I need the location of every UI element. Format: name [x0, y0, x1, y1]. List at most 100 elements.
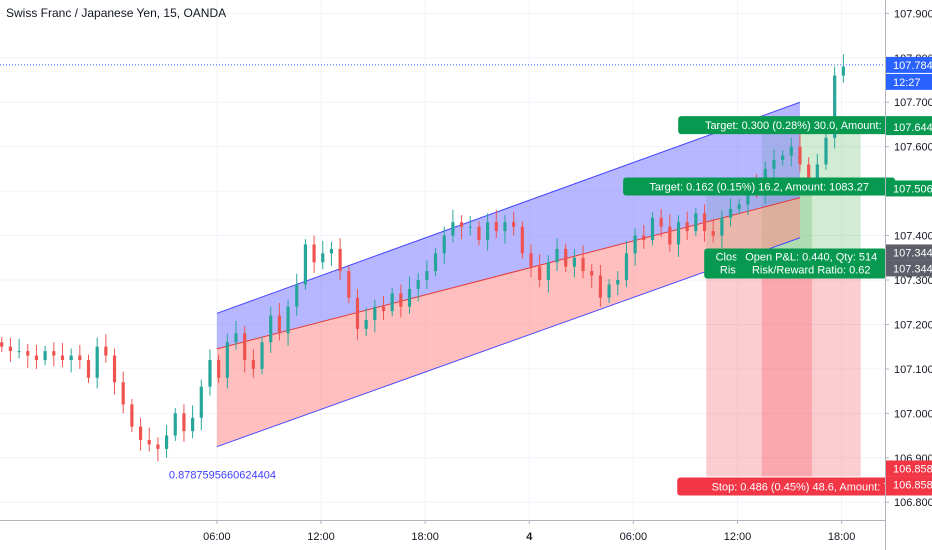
stop-price-badge[interactable]: 106.858 — [886, 460, 932, 477]
x-tick-label: 12:00 — [307, 531, 335, 543]
candle-body — [338, 248, 342, 272]
candle-body — [112, 355, 117, 383]
stop-zone[interactable] — [761, 260, 861, 477]
stop-label-text: Stop: 0.486 (0.45%) 48.6, Amount: 750.2 — [712, 481, 911, 493]
candle-body — [191, 417, 195, 432]
x-tick-label: 06:00 — [203, 531, 231, 543]
target-price-badge[interactable]: 107.644 — [886, 119, 932, 136]
candle-body — [217, 360, 221, 378]
channel-upper-line[interactable] — [216, 101, 801, 314]
candle-body — [295, 284, 299, 307]
candle-body — [833, 75, 837, 138]
candle-body — [529, 253, 533, 267]
candle-body — [260, 342, 264, 369]
candle-body — [572, 257, 576, 267]
candle-body — [624, 253, 629, 280]
target-label-text: Target: 0.162 (0.15%) 16.2, Amount: 1083… — [649, 181, 869, 193]
candle-body — [312, 244, 316, 263]
entry-price-badge-bg — [886, 260, 932, 277]
candle-body — [199, 386, 203, 418]
y-tick-label: 107.700 — [894, 97, 932, 109]
candle-body — [8, 346, 13, 352]
x-tick-label: 18:00 — [411, 531, 439, 543]
entry-price-badge[interactable]: 107.344 — [886, 244, 932, 261]
candle-body — [598, 275, 603, 298]
candle-body — [78, 355, 82, 360]
countdown-badge[interactable]: 12:27 — [886, 73, 932, 90]
y-tick-label: 107.900 — [894, 8, 932, 20]
target-price-badge-bg — [886, 119, 932, 136]
candle-body — [286, 306, 290, 334]
candle-body — [156, 444, 160, 449]
stop-price-badge-bg — [886, 476, 932, 493]
candle-body — [121, 382, 125, 405]
candle-body — [130, 404, 134, 427]
candle-body — [425, 271, 429, 280]
candle-body — [0, 342, 4, 347]
channel-lower-fill — [216, 197, 800, 447]
candle-body — [642, 235, 646, 240]
candle-body — [225, 342, 229, 378]
target-label-bg — [678, 116, 932, 135]
stop-zone[interactable] — [706, 260, 813, 477]
candle-body — [407, 288, 412, 307]
countdown-badge-text: 12:27 — [893, 77, 921, 89]
candle-body — [373, 306, 377, 320]
candle-body — [650, 217, 655, 240]
candle-body — [555, 248, 559, 263]
candle-body — [355, 297, 360, 329]
x-tick-label: 06:00 — [620, 531, 648, 543]
x-tick-label: 4 — [526, 531, 533, 543]
candle-body — [581, 257, 585, 272]
candles — [0, 54, 845, 462]
candle-body — [86, 360, 91, 378]
candle-body — [538, 266, 542, 280]
target-price-badge[interactable]: 107.506 — [886, 180, 932, 197]
stop-price-badge[interactable]: 106.858 — [886, 476, 932, 493]
candle-body — [520, 226, 524, 254]
target-price-badge-text: 107.644 — [893, 122, 932, 134]
candle-body — [303, 244, 308, 285]
candle-body — [486, 222, 490, 240]
candle-body — [459, 222, 464, 227]
candle-body — [17, 351, 21, 353]
stop-label-bg — [687, 477, 932, 496]
regression-channel[interactable]: 0.8787595660624404 — [169, 101, 801, 482]
candle-body — [52, 351, 56, 356]
current-price-badge-text: 107.784 — [893, 60, 932, 72]
channel-center-line[interactable] — [216, 197, 801, 350]
candle-body — [208, 360, 212, 387]
entry-price-badge-bg — [886, 244, 932, 261]
position-labels[interactable]: Target: 0.162 (0.15%) 16.2, Amount: 1083… — [0, 64, 932, 496]
candle-body — [746, 186, 750, 205]
stop-label[interactable]: Stop: 0.486 (0.45%) 48.6, Amount: 750.2 — [687, 477, 932, 496]
target-price-badge-text: 107.506 — [893, 183, 932, 195]
countdown-badge-bg — [886, 73, 932, 90]
candle-body — [34, 355, 39, 360]
entry-price-badge-text: 107.344 — [893, 247, 932, 259]
y-tick-label: 107.100 — [894, 364, 932, 376]
target-label[interactable]: Target: 0.162 (0.15%) 16.2, Amount: 1083… — [623, 177, 896, 196]
target-label-text: Target: 0.300 (0.28%) 30.0, Amount: 1154… — [705, 120, 918, 132]
candle-body — [399, 293, 403, 307]
x-tick-label: 12:00 — [724, 531, 752, 543]
candle-body — [494, 222, 498, 232]
candle-body — [807, 164, 811, 178]
target-label[interactable]: Target: 0.300 (0.28%) 30.0, Amount: 1154… — [678, 116, 932, 135]
candle-body — [173, 413, 177, 436]
current-price-badge[interactable]: 107.784 — [886, 56, 932, 73]
stop-price-badge-bg — [886, 460, 932, 477]
candle-body — [546, 262, 550, 280]
candle-body — [69, 355, 73, 360]
candle-body — [659, 217, 663, 227]
candle-body — [329, 248, 334, 254]
candle-body — [815, 164, 819, 178]
channel-lower-line[interactable] — [216, 237, 801, 448]
candle-body — [607, 284, 611, 298]
candle-body — [720, 217, 724, 236]
candle-body — [633, 235, 637, 254]
entry-price-badge[interactable]: 107.344 — [886, 260, 932, 277]
candle-body — [182, 413, 186, 432]
